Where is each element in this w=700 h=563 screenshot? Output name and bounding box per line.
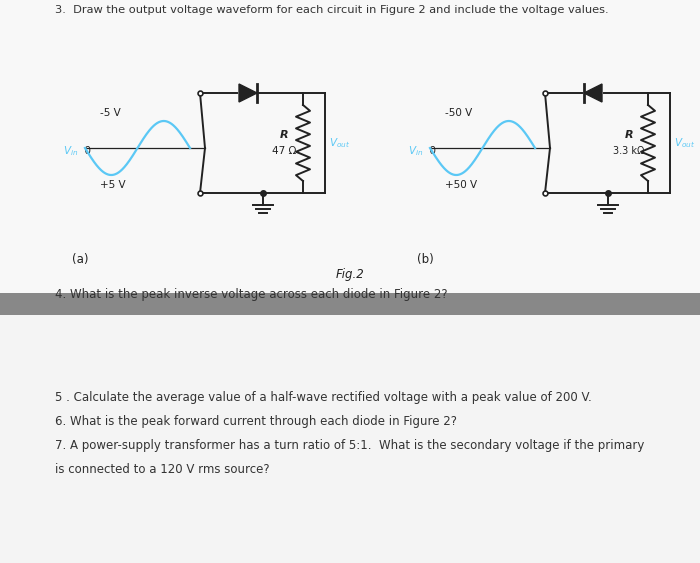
- Text: -5 V: -5 V: [100, 108, 120, 118]
- Text: -50 V: -50 V: [445, 108, 472, 118]
- Text: 5 . Calculate the average value of a half-wave rectified voltage with a peak val: 5 . Calculate the average value of a hal…: [55, 391, 592, 404]
- Polygon shape: [239, 84, 257, 102]
- Bar: [0, 0, 700, 293]
- Text: 3.  Draw the output voltage waveform for each circuit in Figure 2 and include th: 3. Draw the output voltage waveform for …: [55, 5, 608, 15]
- Text: 0: 0: [78, 146, 91, 156]
- Text: 4. What is the peak inverse voltage across each diode in Figure 2?: 4. What is the peak inverse voltage acro…: [55, 288, 447, 301]
- Bar: [0, 315, 700, 563]
- Text: +5 V: +5 V: [100, 180, 125, 190]
- Polygon shape: [584, 84, 602, 102]
- Text: 7. A power-supply transformer has a turn ratio of 5:1.  What is the secondary vo: 7. A power-supply transformer has a turn…: [55, 439, 645, 452]
- Text: $V_{in}$: $V_{in}$: [63, 144, 78, 158]
- Text: 0: 0: [423, 146, 436, 156]
- Text: Fig.2: Fig.2: [335, 268, 365, 281]
- Text: (a): (a): [72, 253, 88, 266]
- Text: (b): (b): [417, 253, 434, 266]
- Text: $V_{out}$: $V_{out}$: [329, 136, 350, 150]
- Text: 6. What is the peak forward current through each diode in Figure 2?: 6. What is the peak forward current thro…: [55, 415, 457, 428]
- Text: is connected to a 120 V rms source?: is connected to a 120 V rms source?: [55, 463, 270, 476]
- Text: R: R: [624, 130, 634, 140]
- Text: R: R: [280, 130, 288, 140]
- Text: $V_{out}$: $V_{out}$: [674, 136, 695, 150]
- Bar: [0, 293, 700, 315]
- Text: +50 V: +50 V: [445, 180, 477, 190]
- Text: $V_{in}$: $V_{in}$: [408, 144, 423, 158]
- Text: 47 Ω: 47 Ω: [272, 146, 296, 156]
- Text: 3.3 kΩ: 3.3 kΩ: [613, 146, 645, 156]
